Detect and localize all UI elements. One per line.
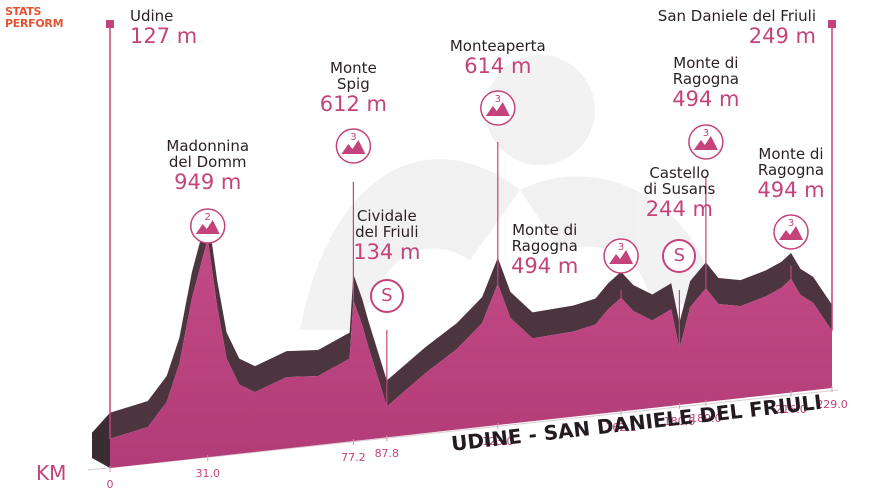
point-elevation: 612 m: [319, 92, 387, 117]
axis-unit-label: KM: [36, 461, 67, 485]
point-elevation: 949 m: [174, 170, 242, 195]
point-name: Udine: [130, 7, 174, 25]
climb-category-label: 2: [205, 212, 211, 223]
climb-badge-icon: [688, 124, 724, 160]
elevation-profile: [92, 212, 832, 468]
x-tick-label: 180.6: [663, 414, 696, 428]
mountain-icon: [609, 250, 634, 264]
endpoint-flag-icon: [106, 20, 114, 28]
point-label: Monte di Ragogna 494 m: [511, 222, 578, 278]
point-elevation: 494 m: [757, 178, 825, 203]
x-tick-label: 31.0: [195, 467, 220, 481]
point-name: Monte di Ragogna: [511, 221, 578, 256]
mountain-icon: [693, 136, 718, 150]
point-elevation: 614 m: [464, 54, 532, 79]
point-label: Monte di Ragogna 494 m: [731, 146, 851, 202]
x-tick-label: 123.0: [482, 435, 514, 449]
profile-face: [110, 238, 832, 468]
point-name: San Daniele del Friuli: [657, 7, 816, 25]
stats-perform-logo: STATS PERFORM: [5, 5, 64, 30]
sprint-badge-icon: S: [662, 239, 697, 273]
x-tick-label: 216.0: [775, 402, 807, 416]
climb-category-label: 3: [788, 218, 794, 229]
climb-category-label: 3: [618, 242, 624, 253]
point-name: Monte di Ragogna: [757, 145, 825, 180]
point-elevation: 134 m: [353, 240, 421, 265]
logo-line-2: PERFORM: [5, 17, 64, 30]
point-elevation: 494 m: [511, 254, 579, 279]
point-elevation: 249 m: [748, 24, 816, 49]
climb-badge-icon: [773, 214, 809, 250]
climb-category-label: 3: [350, 132, 356, 143]
climb-badge-icon: [603, 238, 639, 274]
x-tick-label: 189.0: [690, 411, 722, 425]
x-tick-label: 77.2: [341, 451, 366, 465]
point-name: Monteaperta: [449, 37, 546, 55]
climb-badge-icon: [189, 208, 226, 244]
point-label: Castello di Susans 244 m: [619, 165, 739, 221]
climb-badge-icon: [480, 90, 516, 126]
point-name: Castello di Susans: [643, 164, 716, 199]
point-elevation: 244 m: [645, 197, 713, 222]
climb-category-label: 3: [703, 128, 709, 139]
point-name: Monte Spig: [330, 59, 377, 94]
point-name: Cividale del Friuli: [355, 207, 419, 242]
sprint-badge-icon: S: [369, 279, 404, 313]
climb-category-label: 3: [495, 94, 501, 105]
point-elevation: 127 m: [130, 24, 198, 49]
point-label: Cividale del Friuli 134 m: [327, 208, 447, 264]
mountain-icon: [779, 226, 804, 240]
point-label: San Daniele del Friuli 249 m: [658, 8, 816, 48]
mountain-icon: [341, 140, 366, 154]
point-name: Monte di Ragogna: [672, 54, 739, 89]
point-label: Udine 127 m: [130, 8, 197, 48]
point-label: Madonnina del Domm 949 m: [148, 138, 268, 194]
x-tick-label: 162.1: [605, 421, 637, 435]
x-axis-baseline: [87, 389, 839, 471]
x-tick-lines: [109, 386, 833, 472]
logo-line-1: STATS: [5, 5, 42, 18]
mountain-icon: [485, 102, 510, 116]
point-name: Madonnina del Domm: [166, 137, 250, 172]
climb-badge-icon: [335, 128, 372, 164]
x-tick-label: 229.0: [816, 398, 848, 411]
point-label: Monte Spig 612 m: [293, 60, 413, 116]
climb-markers: 2 3 3 3 3 3: [106, 20, 836, 439]
point-label: Monteaperta 614 m: [438, 38, 558, 78]
baseline-line: [87, 389, 839, 471]
endpoint-flag-icon: [828, 20, 836, 28]
point-label: Monte di Ragogna 494 m: [646, 55, 766, 111]
mountain-icon: [195, 220, 220, 234]
x-tick-label: 0: [106, 478, 114, 491]
profile-left-side: [92, 412, 110, 468]
x-tick-label: 87.8: [374, 447, 400, 461]
profile-top-ridge: [110, 212, 832, 439]
point-elevation: 494 m: [672, 87, 740, 112]
